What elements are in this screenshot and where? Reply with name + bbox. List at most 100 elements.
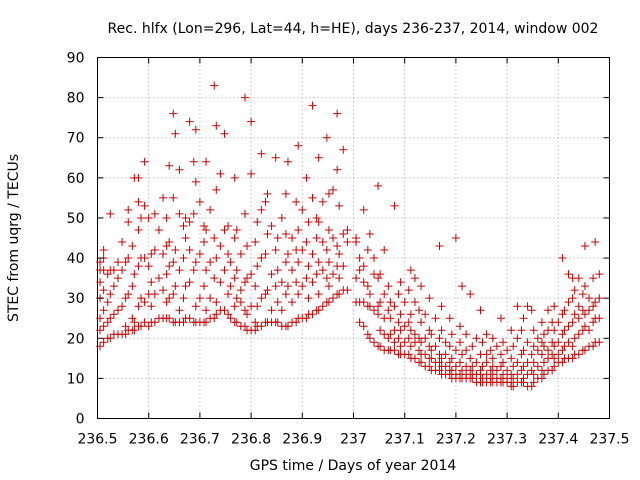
data-point	[224, 250, 233, 259]
data-point	[165, 161, 174, 170]
data-point	[574, 274, 583, 283]
data-point	[558, 330, 567, 339]
data-point	[103, 298, 112, 307]
data-point	[212, 254, 221, 263]
data-point	[169, 258, 178, 267]
data-point	[390, 346, 399, 355]
data-point	[99, 286, 108, 295]
data-point	[224, 221, 233, 230]
data-point	[589, 318, 598, 327]
data-point	[369, 254, 378, 263]
data-point	[137, 294, 146, 303]
data-point	[343, 238, 352, 247]
data-point	[147, 278, 156, 287]
data-point	[580, 322, 589, 331]
data-point	[564, 298, 573, 307]
data-point	[171, 129, 180, 138]
data-point	[333, 109, 342, 118]
data-point	[118, 266, 127, 275]
data-point	[339, 229, 348, 238]
data-point	[496, 362, 505, 371]
data-point	[509, 374, 518, 383]
data-point	[568, 318, 577, 327]
data-point	[376, 298, 385, 307]
data-point	[322, 274, 331, 283]
data-point	[314, 153, 323, 162]
y-tick-label: 90	[67, 51, 85, 67]
data-point	[513, 334, 522, 343]
data-point	[263, 286, 272, 295]
data-point	[544, 346, 553, 355]
data-point	[564, 338, 573, 347]
data-point	[169, 290, 178, 299]
data-point	[175, 306, 184, 315]
data-point	[302, 173, 311, 182]
data-point	[509, 342, 518, 351]
data-point	[144, 213, 153, 222]
data-point	[130, 326, 139, 335]
data-point	[162, 242, 171, 251]
data-point	[202, 266, 211, 275]
data-point	[539, 370, 548, 379]
data-point	[466, 290, 475, 299]
data-point	[570, 334, 579, 343]
data-point	[384, 282, 393, 291]
data-point	[329, 294, 338, 303]
data-point	[343, 225, 352, 234]
data-point	[283, 322, 292, 331]
data-point	[99, 246, 108, 255]
y-tick-label: 60	[67, 171, 85, 187]
data-point	[261, 250, 270, 259]
data-point	[236, 286, 245, 295]
data-point	[554, 350, 563, 359]
data-point	[570, 310, 579, 319]
data-point	[335, 274, 344, 283]
data-point	[394, 334, 403, 343]
data-point	[212, 298, 221, 307]
data-point	[312, 234, 321, 242]
x-tick-label: 236.8	[231, 432, 271, 448]
data-point	[210, 234, 219, 242]
data-point	[529, 326, 538, 335]
data-point	[181, 282, 190, 291]
data-point	[550, 342, 559, 351]
data-point	[550, 354, 559, 363]
data-point	[273, 266, 282, 275]
data-point	[544, 306, 553, 315]
data-point	[130, 318, 139, 327]
data-point	[322, 246, 331, 255]
data-point	[523, 302, 532, 311]
data-point	[445, 358, 454, 367]
data-point	[507, 354, 516, 363]
data-point	[134, 262, 143, 271]
data-point	[410, 274, 419, 283]
data-point	[466, 366, 475, 375]
data-point	[468, 362, 477, 371]
data-point	[308, 193, 317, 202]
y-tick-label: 30	[67, 291, 85, 307]
data-point	[529, 370, 538, 379]
data-point	[224, 290, 233, 299]
data-point	[468, 342, 477, 351]
data-point	[410, 330, 419, 339]
data-point	[118, 238, 127, 247]
data-point	[216, 278, 225, 287]
data-point	[314, 217, 323, 226]
data-point	[236, 250, 245, 259]
data-point	[230, 234, 239, 242]
data-point	[191, 258, 200, 267]
data-point	[202, 318, 211, 327]
data-point	[415, 346, 424, 355]
data-point	[283, 157, 292, 166]
y-tick-label: 0	[76, 412, 85, 428]
data-point	[339, 145, 348, 154]
data-point	[404, 286, 413, 295]
x-tick-labels: 236.5 236.6 236.7 236.8 236.9 237 237.1 237.2 23…	[77, 432, 629, 448]
data-point	[109, 282, 118, 291]
data-point	[527, 366, 536, 375]
data-point	[324, 258, 333, 267]
x-tick-label: 236.7	[180, 432, 220, 448]
data-point	[441, 362, 450, 371]
data-point	[517, 366, 526, 375]
